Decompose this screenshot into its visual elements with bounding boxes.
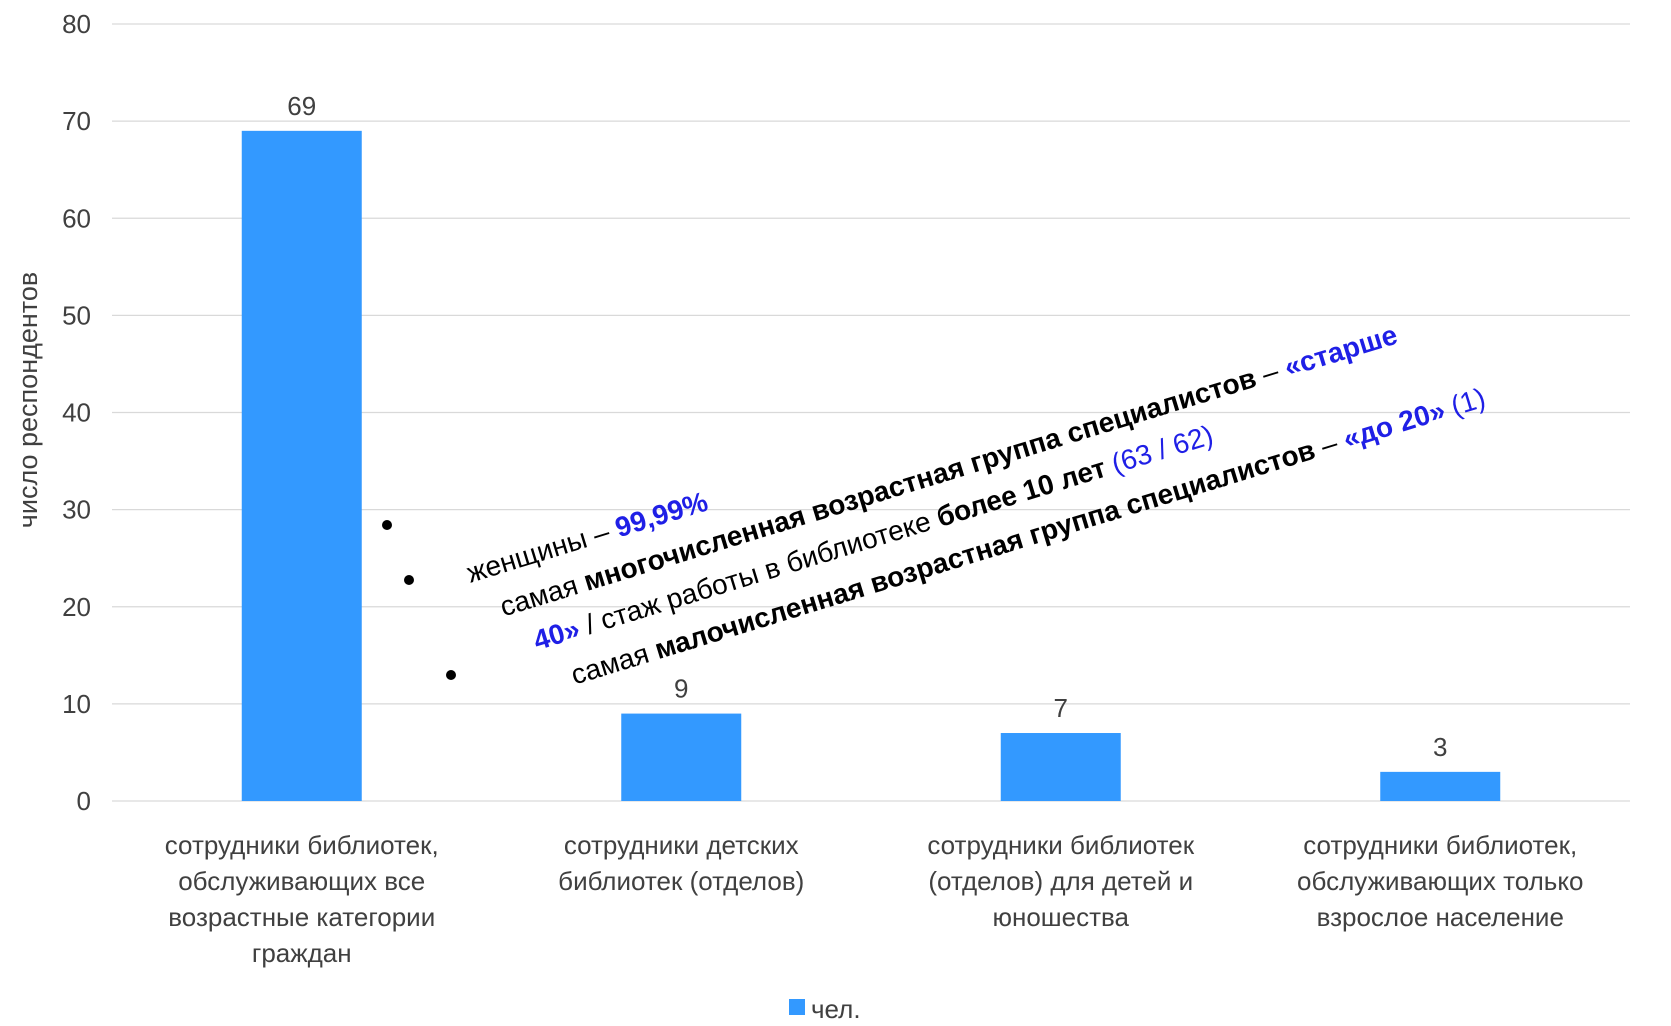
y-tick-label: 40 xyxy=(62,398,91,428)
category-label-line: сотрудники библиотек xyxy=(927,830,1194,860)
category-label-line: возрастные категории xyxy=(168,902,435,932)
category-label-line: взрослое население xyxy=(1317,902,1564,932)
bullet-point xyxy=(404,575,414,585)
data-label: 9 xyxy=(674,674,688,704)
bar xyxy=(241,130,362,801)
annotation-run: «до 20» xyxy=(1339,394,1448,454)
bar xyxy=(621,713,742,801)
data-label: 69 xyxy=(287,91,316,121)
y-tick-label: 80 xyxy=(62,9,91,39)
category-label-line: сотрудники библиотек, xyxy=(165,830,439,860)
category-label-line: обслуживающих только xyxy=(1297,866,1583,896)
category-label-line: библиотек (отделов) xyxy=(558,866,804,896)
bullet-point xyxy=(446,670,456,680)
bar xyxy=(1380,771,1501,801)
bullet-point xyxy=(382,520,392,530)
y-tick-label: 0 xyxy=(77,786,91,816)
x-axis-categories: сотрудники библиотек, обслуживающих все во… xyxy=(165,830,1584,968)
category-label-line: юношества xyxy=(992,902,1129,932)
y-tick-label: 60 xyxy=(62,203,91,233)
y-axis-ticks: 0 10 20 30 40 50 60 70 80 xyxy=(62,9,91,816)
data-labels: 69 9 7 3 xyxy=(287,91,1447,762)
category-label: сотрудники библиотек (отделов) для детей … xyxy=(927,830,1194,932)
annotation-run: самая xyxy=(567,635,660,690)
annotation-run: «старше xyxy=(1280,319,1400,383)
y-tick-label: 10 xyxy=(62,689,91,719)
y-axis-title: число респондентов xyxy=(13,272,43,528)
category-label-line: сотрудники детских xyxy=(564,830,799,860)
category-label: сотрудники библиотек, обслуживающих все во… xyxy=(165,830,439,968)
y-tick-label: 20 xyxy=(62,592,91,622)
category-label: сотрудники библиотек, обслуживающих тольк… xyxy=(1297,830,1583,932)
gridlines xyxy=(112,23,1630,802)
category-label: сотрудники детских библиотек (отделов) xyxy=(558,830,804,896)
data-label: 7 xyxy=(1054,693,1068,723)
category-label-line: граждан xyxy=(252,938,352,968)
y-tick-label: 50 xyxy=(62,300,91,330)
annotation-run: (1) xyxy=(1440,382,1489,424)
y-tick-label: 70 xyxy=(62,106,91,136)
category-label-line: (отделов) для детей и xyxy=(928,866,1193,896)
legend-label: чел. xyxy=(811,994,861,1021)
category-label-line: обслуживающих все xyxy=(178,866,425,896)
data-label: 3 xyxy=(1433,732,1447,762)
y-tick-label: 30 xyxy=(62,495,91,525)
annotation-bullets xyxy=(382,520,456,680)
legend-swatch xyxy=(789,999,805,1015)
category-label-line: сотрудники библиотек, xyxy=(1303,830,1577,860)
bar xyxy=(1000,733,1121,801)
bars xyxy=(241,130,1501,801)
legend: чел. xyxy=(789,994,861,1024)
annotation-text: женщины – 99,99%самая многочисленная воз… xyxy=(463,319,1489,691)
